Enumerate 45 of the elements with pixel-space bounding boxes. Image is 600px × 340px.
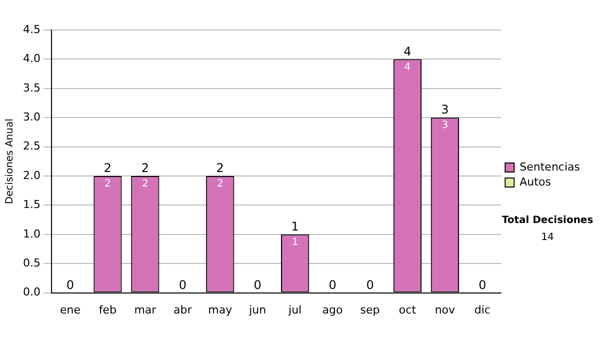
- x-tick-label: may: [208, 303, 233, 316]
- x-tick-label: jul: [288, 303, 302, 316]
- total-label: 0: [66, 278, 74, 292]
- data-label: 2: [216, 178, 224, 190]
- text: 14: [540, 232, 555, 243]
- y-tick-label: 4.0: [22, 52, 40, 66]
- data-label: 4: [404, 62, 411, 73]
- x-tick-label: abr: [174, 303, 192, 316]
- total-label: 0: [178, 278, 186, 292]
- y-tick-label: 1.5: [22, 198, 40, 212]
- y-tick-label: 0.5: [22, 256, 40, 270]
- total-label: 0: [478, 278, 486, 292]
- y-tick-label: 0.0: [22, 286, 40, 299]
- data-label: 2: [104, 178, 111, 190]
- x-tick-label: dic: [474, 303, 490, 316]
- total-label: 0: [328, 278, 336, 292]
- legend-label: Sentencias: [520, 160, 580, 174]
- x-tick-label: feb: [98, 303, 117, 316]
- total-label: 2: [104, 161, 112, 176]
- y-axis-title: Decisiones Anual: [4, 118, 16, 204]
- y-tick-label: 2.0: [22, 168, 40, 182]
- total-label: 0: [254, 278, 262, 292]
- x-tick-label: ene: [60, 303, 81, 316]
- data-label: 3: [442, 120, 448, 132]
- total-label: 1: [291, 220, 299, 234]
- y-tick-label: 1.0: [22, 227, 40, 240]
- x-tick-label: sep: [360, 303, 380, 316]
- x-tick-label: mar: [134, 303, 157, 316]
- x-tick-label: nov: [434, 303, 456, 316]
- text: Total Decisiones: [500, 215, 594, 226]
- y-tick-label: 4.5: [22, 22, 40, 36]
- data-label: 1: [292, 236, 298, 248]
- y-tick-label: 3.0: [22, 110, 40, 124]
- total-label: 2: [216, 161, 224, 176]
- x-tick-label: ago: [322, 303, 344, 316]
- total-label: 2: [141, 161, 149, 176]
- legend-label: Autos: [520, 175, 552, 188]
- total-label: 3: [441, 102, 449, 117]
- data-label: 2: [142, 178, 148, 190]
- x-tick-label: jun: [248, 303, 266, 316]
- x-tick-label: oct: [398, 303, 417, 316]
- total-label: 0: [366, 278, 374, 292]
- total-label: 4: [404, 44, 412, 58]
- y-tick-label: 3.5: [22, 81, 40, 94]
- y-tick-label: 2.5: [22, 140, 40, 153]
